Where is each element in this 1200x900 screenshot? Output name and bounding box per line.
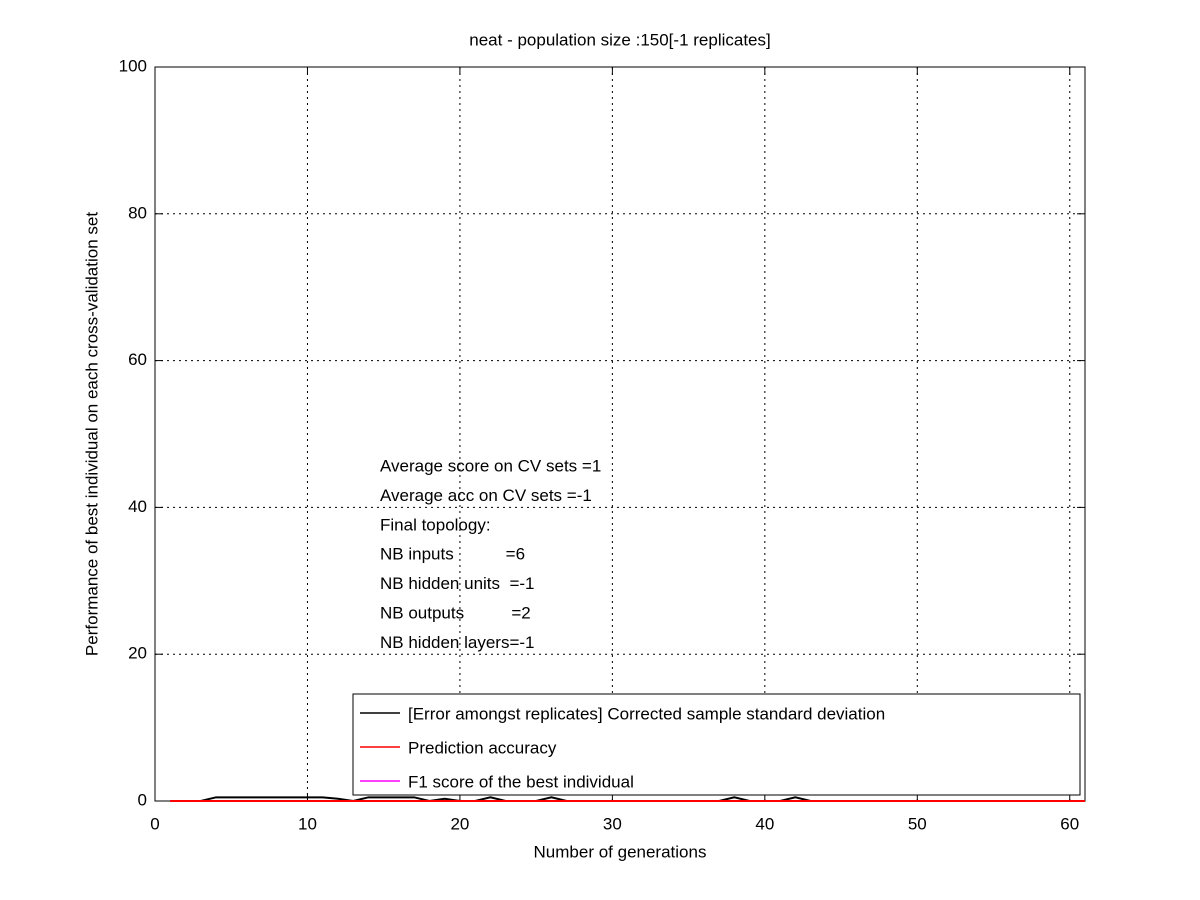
- annotation: NB hidden layers=-1: [380, 633, 535, 652]
- annotation: NB outputs =2: [380, 603, 531, 622]
- y-tick-label: 60: [128, 350, 147, 369]
- y-axis-label: Performance of best individual on each c…: [82, 212, 101, 656]
- y-tick-label: 80: [128, 203, 147, 222]
- x-tick-label: 60: [1060, 814, 1079, 833]
- y-tick-label: 0: [138, 790, 147, 809]
- series-group: [170, 796, 1085, 802]
- legend-label: F1 score of the best individual: [408, 772, 634, 791]
- annotation: NB hidden units =-1: [380, 574, 535, 593]
- x-axis-label: Number of generations: [534, 842, 707, 861]
- y-tick-label: 40: [128, 497, 147, 516]
- annotation: Average score on CV sets =1: [380, 456, 601, 475]
- chart-title: neat - population size :150[-1 replicate…: [469, 30, 770, 49]
- annotation: Average acc on CV sets =-1: [380, 486, 592, 505]
- y-tick-label: 100: [119, 56, 147, 75]
- x-tick-label: 40: [755, 814, 774, 833]
- legend-label: [Error amongst replicates] Corrected sam…: [408, 704, 885, 723]
- legend-label: Prediction accuracy: [408, 738, 557, 757]
- x-tick-label: 20: [450, 814, 469, 833]
- x-tick-label: 0: [150, 814, 159, 833]
- annotation: NB inputs =6: [380, 545, 525, 564]
- y-tick-label: 20: [128, 644, 147, 663]
- legend-box: [352, 693, 1081, 796]
- annotation: Final topology:: [380, 515, 491, 534]
- x-tick-label: 30: [603, 814, 622, 833]
- x-tick-label: 10: [298, 814, 317, 833]
- x-tick-label: 50: [908, 814, 927, 833]
- plot-frame: [154, 66, 1086, 802]
